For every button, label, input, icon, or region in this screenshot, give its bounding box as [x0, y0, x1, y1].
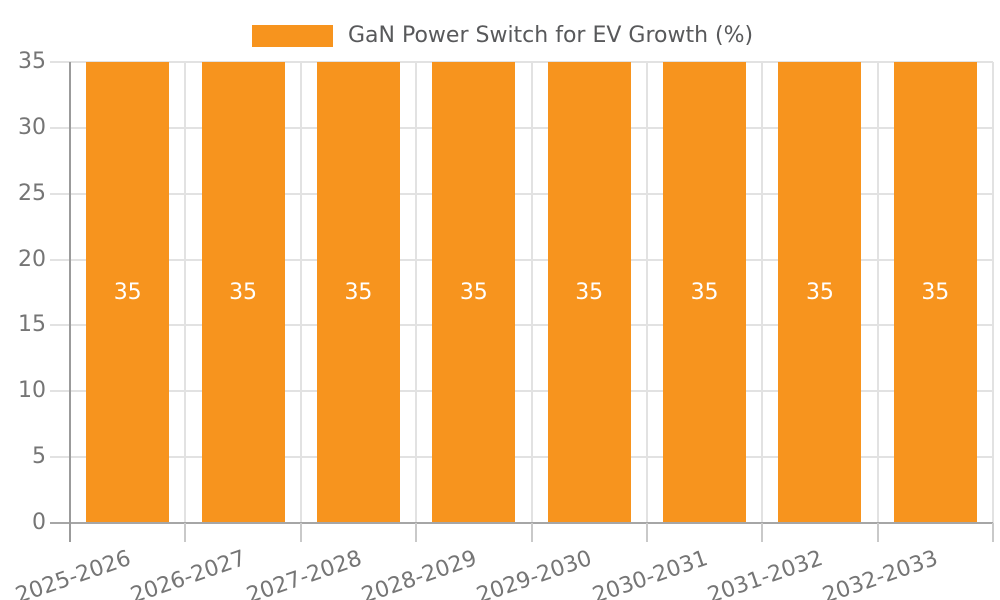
x-axis-tick-label-text: 2028-2029 [358, 546, 480, 600]
x-axis-line [50, 522, 993, 524]
x-axis-tick [184, 523, 187, 542]
x-axis-tick [415, 523, 418, 542]
y-axis-tick-label: 30 [18, 114, 46, 140]
x-axis-tick [761, 523, 764, 542]
h-gridline [50, 456, 993, 459]
y-axis-tick-label: 10 [18, 378, 46, 404]
y-axis-tick-label: 20 [18, 246, 46, 272]
v-gridline [530, 62, 533, 523]
x-axis-tick-label-text: 2030-2031 [589, 546, 711, 600]
v-gridline [184, 62, 187, 523]
v-gridline [299, 62, 302, 523]
bar: 35 [893, 62, 977, 523]
v-gridline [876, 62, 879, 523]
v-gridline [415, 62, 418, 523]
x-axis-tick [530, 523, 533, 542]
v-gridline [992, 62, 994, 523]
h-gridline [50, 324, 993, 327]
bar-value-label: 35 [575, 280, 604, 305]
h-gridline [50, 258, 993, 261]
legend-label: GaN Power Switch for EV Growth (%) [348, 23, 754, 48]
bar-value-label: 35 [229, 280, 258, 305]
x-axis-tick [299, 523, 302, 542]
x-axis-tick-label-text: 2026-2027 [127, 546, 250, 600]
x-axis-tick-label-text: 2027-2028 [243, 546, 365, 600]
bar-value-label: 35 [690, 280, 719, 305]
bar: 35 [778, 62, 862, 523]
bar: 35 [86, 62, 170, 523]
bar: 35 [316, 62, 400, 523]
y-axis-tick-label: 5 [32, 444, 46, 470]
h-gridline [50, 126, 993, 129]
legend: GaN Power Switch for EV Growth (%) [252, 23, 753, 49]
x-axis-tick [992, 523, 994, 542]
x-axis-tick-label-text: 2025-2026 [12, 546, 134, 600]
x-axis-tick-label-text: 2031-2032 [704, 546, 827, 600]
bar: 35 [663, 62, 747, 523]
x-axis-tick [645, 523, 648, 542]
legend-swatch [252, 25, 333, 47]
bar: 35 [432, 62, 516, 523]
bar: 35 [547, 62, 631, 523]
x-axis-tick-label-text: 2029-2030 [473, 546, 596, 600]
y-axis-tick-label: 35 [18, 49, 46, 74]
y-axis-tick-label: 25 [18, 180, 46, 206]
v-gridline [645, 62, 648, 523]
bar-value-label: 35 [344, 280, 373, 305]
h-gridline [50, 192, 993, 195]
bar-value-label: 35 [921, 280, 950, 305]
v-gridline [761, 62, 764, 523]
h-gridline [50, 61, 993, 63]
bar-value-label: 35 [459, 280, 488, 305]
x-axis-tick [876, 523, 879, 542]
bar-value-label: 35 [113, 280, 142, 305]
y-axis-tick-label: 0 [32, 510, 46, 535]
h-gridline [50, 390, 993, 393]
bar: 35 [201, 62, 285, 523]
y-axis-tick-label: 15 [18, 312, 46, 338]
bar-value-label: 35 [805, 280, 834, 305]
y-axis-line [69, 62, 71, 542]
x-axis-tick-label-text: 2032-2033 [819, 546, 942, 600]
